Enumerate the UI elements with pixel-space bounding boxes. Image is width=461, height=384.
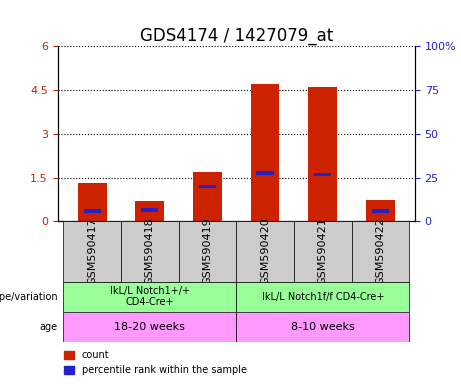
Text: age: age bbox=[40, 322, 58, 332]
FancyBboxPatch shape bbox=[294, 222, 351, 281]
Bar bbox=[83, 210, 101, 213]
Bar bbox=[314, 173, 331, 177]
Title: GDS4174 / 1427079_at: GDS4174 / 1427079_at bbox=[140, 27, 333, 45]
Bar bbox=[199, 185, 216, 188]
FancyBboxPatch shape bbox=[179, 222, 236, 281]
Text: 18-20 weeks: 18-20 weeks bbox=[114, 322, 185, 332]
Bar bbox=[193, 172, 222, 222]
Bar bbox=[372, 210, 389, 213]
Text: IkL/L Notch1f/f CD4-Cre+: IkL/L Notch1f/f CD4-Cre+ bbox=[261, 292, 384, 302]
Text: GSM590419: GSM590419 bbox=[202, 218, 213, 285]
FancyBboxPatch shape bbox=[64, 281, 236, 312]
FancyBboxPatch shape bbox=[351, 222, 409, 281]
FancyBboxPatch shape bbox=[64, 312, 236, 342]
Bar bbox=[141, 208, 159, 212]
Bar bbox=[78, 184, 106, 222]
FancyBboxPatch shape bbox=[64, 222, 121, 281]
Text: genotype/variation: genotype/variation bbox=[0, 292, 58, 302]
Text: GSM590420: GSM590420 bbox=[260, 218, 270, 285]
Text: GSM590421: GSM590421 bbox=[318, 218, 328, 285]
Text: GSM590418: GSM590418 bbox=[145, 218, 155, 285]
Legend: count, percentile rank within the sample: count, percentile rank within the sample bbox=[60, 346, 250, 379]
Text: GSM590422: GSM590422 bbox=[375, 218, 385, 285]
Text: IkL/L Notch1+/+
CD4-Cre+: IkL/L Notch1+/+ CD4-Cre+ bbox=[110, 286, 190, 308]
Bar bbox=[308, 87, 337, 222]
Text: GSM590417: GSM590417 bbox=[87, 218, 97, 285]
FancyBboxPatch shape bbox=[236, 312, 409, 342]
FancyBboxPatch shape bbox=[236, 281, 409, 312]
Bar bbox=[366, 200, 395, 222]
Bar bbox=[256, 172, 274, 175]
FancyBboxPatch shape bbox=[121, 222, 179, 281]
Text: 8-10 weeks: 8-10 weeks bbox=[291, 322, 355, 332]
FancyBboxPatch shape bbox=[236, 222, 294, 281]
Bar bbox=[251, 84, 279, 222]
Bar bbox=[136, 201, 164, 222]
